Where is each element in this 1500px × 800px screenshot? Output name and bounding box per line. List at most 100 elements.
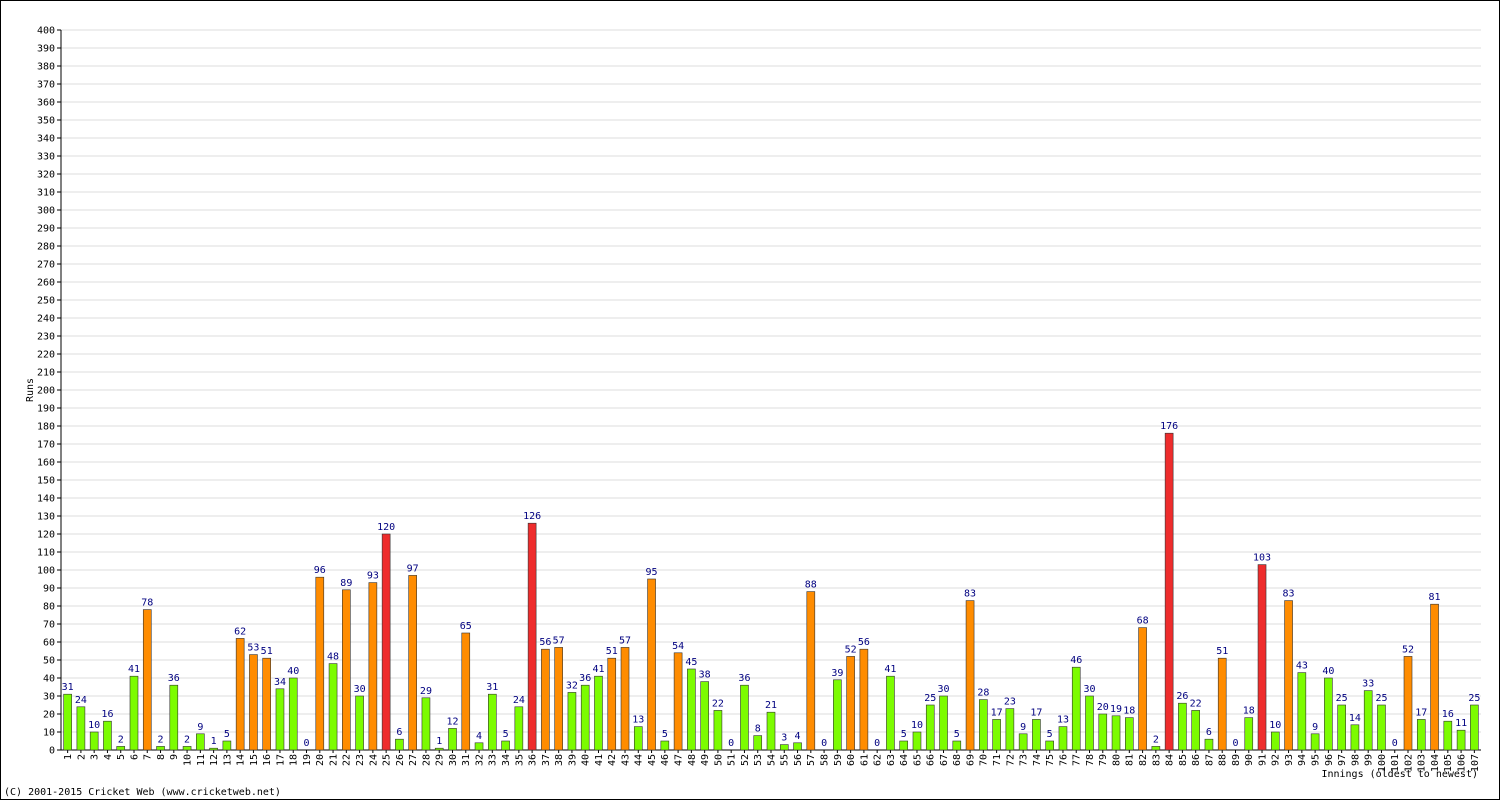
bar xyxy=(886,675,895,751)
x-tick-label: 79 xyxy=(1098,754,1109,766)
x-tick-label: 31 xyxy=(461,754,472,766)
bar xyxy=(1217,657,1227,751)
x-tick-label: 18 xyxy=(289,754,300,766)
value-label: 95 xyxy=(646,567,658,578)
bar xyxy=(687,668,696,751)
bar xyxy=(594,675,603,751)
x-tick-label: 77 xyxy=(1072,754,1083,766)
bar xyxy=(501,740,510,751)
value-label: 25 xyxy=(1468,693,1480,704)
x-tick-label: 88 xyxy=(1218,754,1229,766)
bar xyxy=(76,706,86,751)
x-tick-label: 44 xyxy=(634,754,645,766)
x-tick-label: 56 xyxy=(793,754,804,766)
value-label: 10 xyxy=(88,720,100,731)
y-tick-label: 110 xyxy=(37,548,55,559)
x-tick-label: 70 xyxy=(979,754,990,766)
bar xyxy=(448,728,457,751)
bar xyxy=(1363,690,1373,751)
x-tick-label: 82 xyxy=(1138,754,1149,766)
y-tick-label: 240 xyxy=(37,314,55,325)
bar xyxy=(1191,710,1200,751)
bar xyxy=(328,663,338,751)
value-label: 18 xyxy=(1243,706,1255,717)
x-tick-label: 90 xyxy=(1244,754,1255,766)
value-label: 41 xyxy=(592,664,604,675)
value-label: 4 xyxy=(795,731,801,742)
x-tick-label: 48 xyxy=(687,754,698,766)
value-label: 57 xyxy=(553,635,565,646)
x-tick-label: 23 xyxy=(355,754,366,766)
bar xyxy=(381,533,391,751)
bar xyxy=(156,746,165,751)
x-tick-label: 11 xyxy=(196,754,207,766)
value-label: 1 xyxy=(436,736,442,747)
bar xyxy=(461,632,471,751)
bar xyxy=(859,648,869,751)
y-tick-label: 170 xyxy=(37,440,55,451)
x-tick-label: 45 xyxy=(647,754,658,766)
y-tick-label: 300 xyxy=(37,206,55,217)
value-label: 13 xyxy=(632,715,644,726)
bar xyxy=(262,657,272,751)
x-tick-label: 13 xyxy=(222,754,233,766)
x-tick-label: 63 xyxy=(886,754,897,766)
bar xyxy=(1403,656,1413,751)
value-label: 16 xyxy=(1442,709,1454,720)
x-tick-label: 1 xyxy=(63,754,74,760)
value-label: 4 xyxy=(476,731,482,742)
x-tick-label: 5 xyxy=(116,754,127,760)
x-tick-label: 100 xyxy=(1377,754,1388,772)
bar xyxy=(633,726,643,751)
value-label: 30 xyxy=(354,684,366,695)
footer: (C) 2001-2015 Cricket Web (www.cricketwe… xyxy=(4,787,281,798)
x-tick-label: 103 xyxy=(1417,754,1428,772)
bar xyxy=(1164,432,1174,751)
x-tick-label: 76 xyxy=(1058,754,1069,766)
bar xyxy=(1350,724,1360,751)
bar xyxy=(1058,726,1068,751)
bar xyxy=(421,697,431,751)
value-label: 24 xyxy=(513,695,525,706)
x-tick-label: 98 xyxy=(1350,754,1361,766)
bar xyxy=(275,688,285,751)
value-label: 28 xyxy=(977,688,989,699)
x-tick-label: 91 xyxy=(1257,754,1268,766)
y-tick-label: 270 xyxy=(37,260,55,271)
x-tick-label: 25 xyxy=(382,754,393,766)
x-tick-label: 89 xyxy=(1231,754,1242,766)
value-label: 57 xyxy=(619,635,631,646)
bar xyxy=(1032,719,1041,751)
value-label: 5 xyxy=(1047,729,1053,740)
x-tick-label: 57 xyxy=(806,754,817,766)
value-label: 5 xyxy=(662,729,668,740)
y-tick-label: 320 xyxy=(37,170,55,181)
x-tick-label: 41 xyxy=(594,754,605,766)
x-tick-label: 102 xyxy=(1403,754,1414,772)
value-label: 9 xyxy=(197,722,203,733)
y-tick-label: 200 xyxy=(37,386,55,397)
x-tick-label: 64 xyxy=(899,754,910,766)
value-label: 53 xyxy=(247,643,259,654)
x-tick-label: 3 xyxy=(90,754,101,760)
value-label: 176 xyxy=(1160,421,1178,432)
bar xyxy=(342,589,351,751)
bar xyxy=(1297,672,1307,751)
value-label: 17 xyxy=(1030,707,1042,718)
value-label: 0 xyxy=(303,738,309,749)
value-label: 1 xyxy=(211,736,217,747)
value-label: 36 xyxy=(738,673,750,684)
value-label: 45 xyxy=(685,657,697,668)
value-label: 51 xyxy=(261,646,273,657)
y-tick-label: 140 xyxy=(37,494,55,505)
x-tick-label: 59 xyxy=(833,754,844,766)
y-tick-label: 390 xyxy=(37,44,55,55)
x-tick-label: 28 xyxy=(421,754,432,766)
x-tick-label: 72 xyxy=(1005,754,1016,766)
bar xyxy=(1257,564,1267,751)
bar xyxy=(912,731,922,751)
x-tick-label: 14 xyxy=(236,754,247,766)
x-tick-label: 74 xyxy=(1032,754,1043,766)
bar xyxy=(288,677,298,751)
value-label: 39 xyxy=(831,668,843,679)
